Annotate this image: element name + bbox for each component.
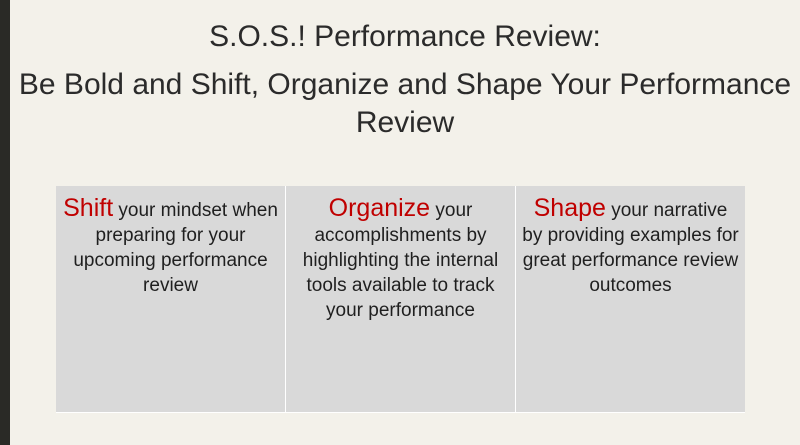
three-column-table: Shift your mindset when preparing for yo… (56, 186, 745, 413)
column-shift-text: your mindset when preparing for your upc… (73, 200, 278, 296)
column-shift: Shift your mindset when preparing for yo… (56, 186, 285, 412)
keyword-shape: Shape (533, 194, 606, 222)
slide-subtitle: Be Bold and Shift, Organize and Shape Yo… (18, 68, 792, 139)
column-shape: Shape your narrative by providing exampl… (515, 186, 745, 412)
column-organize-text: your accomplishments by highlighting the… (302, 200, 499, 321)
slide-title: S.O.S.! Performance Review: (209, 20, 601, 53)
column-organize: Organize your accomplishments by highlig… (285, 186, 515, 412)
left-accent-bar (0, 0, 10, 445)
keyword-shift: Shift (63, 194, 114, 222)
keyword-organize: Organize (328, 194, 431, 222)
title-area: S.O.S.! Performance Review: Be Bold and … (10, 14, 800, 142)
column-shape-text: your narrative by providing examples for… (522, 200, 739, 296)
